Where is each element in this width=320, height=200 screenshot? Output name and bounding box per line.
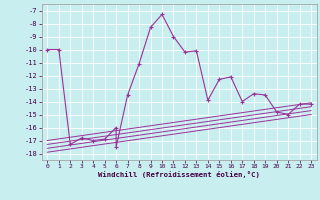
X-axis label: Windchill (Refroidissement éolien,°C): Windchill (Refroidissement éolien,°C): [98, 171, 260, 178]
